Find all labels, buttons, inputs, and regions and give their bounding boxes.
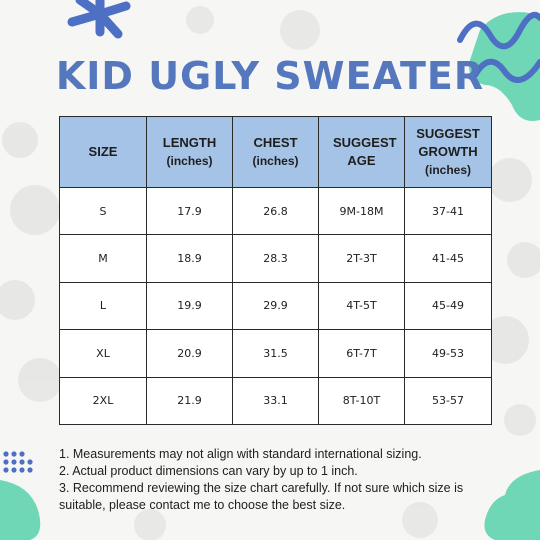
column-header-label: SUGGEST AGE	[333, 135, 397, 168]
column-header-unit: (inches)	[424, 163, 471, 177]
table-cell-age: 6T-7T	[318, 329, 405, 378]
table-cell-age: 2T-3T	[318, 234, 405, 283]
table-cell-length: 18.9	[146, 234, 233, 283]
column-header-chest: CHEST (inches)	[232, 116, 319, 188]
table-row: XL 20.9 31.5 6T-7T 49-53	[59, 329, 492, 378]
table-row: 2XL 21.9 33.1 8T-10T 53-57	[59, 376, 492, 425]
measurement-notes: 1. Measurements may not align with stand…	[59, 446, 489, 514]
note-item: 2. Actual product dimensions can vary by…	[59, 464, 358, 478]
column-header-size: SIZE	[59, 116, 147, 188]
column-header-label: SUGGEST GROWTH	[416, 126, 480, 159]
column-header-suggest-age: SUGGEST AGE	[318, 116, 405, 188]
table-cell-length: 20.9	[146, 329, 233, 378]
table-header-row: SIZE LENGTH (inches) CHEST (inches) SUGG…	[59, 116, 492, 188]
table-cell-growth: 53-57	[404, 376, 492, 425]
table-cell-size: S	[59, 186, 147, 236]
table-cell-chest: 29.9	[232, 281, 319, 331]
dots-decoration	[0, 451, 41, 540]
note-item: 3. Recommend reviewing the size chart ca…	[59, 481, 464, 512]
page-title: KID UGLY SWEATER	[55, 54, 485, 98]
column-header-label: CHEST	[253, 135, 298, 150]
table-cell-size: M	[59, 234, 147, 283]
table-row: L 19.9 29.9 4T-5T 45-49	[59, 281, 492, 331]
table-row: S 17.9 26.8 9M-18M 37-41	[59, 186, 492, 236]
column-header-unit: (inches)	[166, 154, 213, 168]
table-cell-chest: 28.3	[232, 234, 319, 283]
table-cell-chest: 31.5	[232, 329, 319, 378]
table-cell-size: XL	[59, 329, 147, 378]
table-cell-growth: 49-53	[404, 329, 492, 378]
table-cell-size: 2XL	[59, 376, 147, 425]
column-header-label: LENGTH	[162, 135, 217, 150]
table-cell-growth: 45-49	[404, 281, 492, 331]
column-header-label: SIZE	[88, 144, 118, 159]
column-header-suggest-growth: SUGGEST GROWTH (inches)	[404, 116, 492, 188]
table-cell-growth: 41-45	[404, 234, 492, 283]
table-cell-size: L	[59, 281, 147, 331]
table-cell-length: 19.9	[146, 281, 233, 331]
size-chart-table: SIZE LENGTH (inches) CHEST (inches) SUGG…	[59, 116, 492, 425]
column-header-length: LENGTH (inches)	[146, 116, 233, 188]
column-header-unit: (inches)	[252, 154, 299, 168]
table-cell-age: 9M-18M	[318, 186, 405, 236]
table-cell-length: 17.9	[146, 186, 233, 236]
table-cell-age: 8T-10T	[318, 376, 405, 425]
table-cell-chest: 33.1	[232, 376, 319, 425]
table-cell-chest: 26.8	[232, 186, 319, 236]
starburst-decoration	[67, 0, 131, 39]
note-item: 1. Measurements may not align with stand…	[59, 447, 422, 461]
table-cell-growth: 37-41	[404, 186, 492, 236]
table-cell-age: 4T-5T	[318, 281, 405, 331]
table-row: M 18.9 28.3 2T-3T 41-45	[59, 234, 492, 283]
table-cell-length: 21.9	[146, 376, 233, 425]
